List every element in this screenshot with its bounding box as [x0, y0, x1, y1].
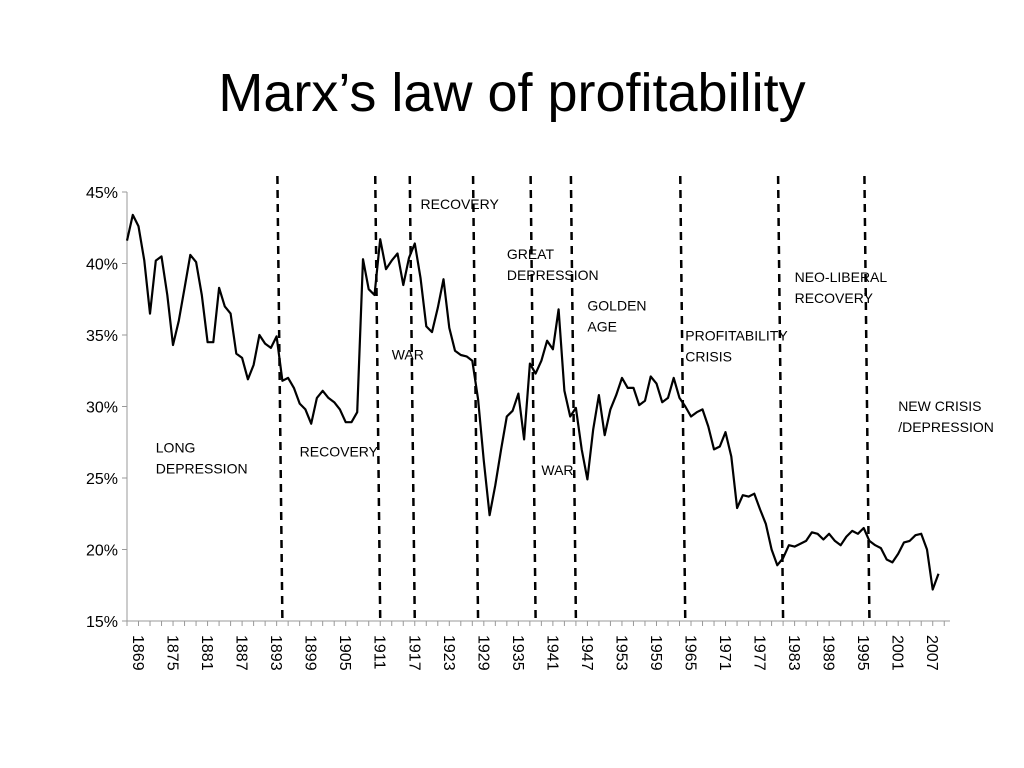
x-tick-label: 1881: [198, 635, 215, 671]
annotation-line: GREAT: [507, 246, 555, 262]
period-divider-line: [776, 175, 785, 622]
x-tick-label: 1893: [267, 635, 284, 671]
period-dividers: [276, 175, 871, 622]
period-divider-line: [679, 175, 687, 622]
period-annotation: WAR: [392, 346, 424, 362]
x-tick-label: 1887: [233, 635, 250, 671]
annotation-line: WAR: [541, 462, 573, 478]
period-annotation: GOLDEN AGE: [587, 298, 646, 335]
x-tick-label: 1917: [405, 635, 422, 671]
x-tick-label: 1935: [509, 635, 526, 671]
period-divider-line: [863, 175, 871, 622]
period-divider-line: [569, 175, 578, 622]
annotation-line: RECOVERY: [421, 196, 500, 212]
series-line: [125, 213, 940, 591]
x-tick-label: 1977: [751, 635, 768, 671]
x-tick-label: 1905: [336, 635, 353, 671]
period-annotation: WAR: [541, 462, 573, 478]
x-tick-label: 1899: [302, 635, 319, 671]
x-tick-label: 1953: [612, 635, 629, 671]
y-tick-label: 35%: [86, 328, 118, 345]
y-tick-label: 30%: [86, 400, 118, 417]
annotation-line: NEW CRISIS: [898, 398, 981, 414]
annotation-line: WAR: [392, 346, 424, 362]
y-tick-label: 45%: [86, 185, 118, 202]
x-tick-label: 2001: [889, 635, 906, 671]
x-tick-label: 1941: [543, 635, 560, 671]
period-divider-line: [276, 175, 284, 622]
x-tick-label: 2007: [923, 635, 940, 671]
period-divider-line: [471, 175, 480, 622]
period-divider-line: [529, 175, 537, 622]
annotation-line: DEPRESSION: [156, 460, 248, 476]
annotation-line: /DEPRESSION: [898, 419, 994, 435]
annotation-line: RECOVERY: [300, 444, 379, 460]
x-tick-label: 1995: [854, 635, 871, 671]
x-tick-label: 1923: [440, 635, 457, 671]
annotation-line: LONG: [156, 439, 196, 455]
period-annotation: GREAT DEPRESSION: [507, 246, 599, 283]
annotation-line: DEPRESSION: [507, 267, 599, 283]
x-tick-label: 1911: [371, 635, 388, 670]
annotation-line: RECOVERY: [795, 290, 874, 306]
chart-axes: 15% 20% 25% 30% 35% 40% 45% 1869 1875 1881 1887 189…: [86, 185, 950, 671]
x-tick-label: 1983: [785, 635, 802, 671]
annotation-line: NEO-LIBERAL: [795, 269, 888, 285]
period-annotation: RECOVERY: [421, 196, 500, 212]
y-tick-label: 15%: [86, 614, 118, 631]
x-tick-label: 1959: [647, 635, 664, 671]
page-title: Marx’s law of profitability: [218, 63, 806, 123]
period-divider-line: [373, 175, 382, 622]
x-tick-label: 1929: [474, 635, 491, 671]
annotation-line: PROFITABILITY: [685, 328, 788, 344]
x-tick-label: 1947: [578, 635, 595, 671]
period-annotation: LONG DEPRESSION: [156, 439, 248, 476]
x-tick-label: 1971: [716, 635, 733, 671]
chart-series: [125, 213, 940, 591]
period-annotation: NEW CRISIS/DEPRESSION: [898, 398, 994, 435]
period-annotation: PROFITABILITY CRISIS: [685, 328, 788, 365]
x-tick-label: 1875: [164, 635, 181, 671]
period-divider-line: [408, 175, 417, 622]
period-annotation: RECOVERY: [300, 444, 379, 460]
annotation-line: AGE: [587, 319, 617, 335]
annotation-line: CRISIS: [685, 349, 732, 365]
period-annotation: NEO-LIBERAL RECOVERY: [795, 269, 888, 306]
annotation-line: GOLDEN: [587, 298, 646, 314]
x-tick-label: 1965: [682, 635, 699, 671]
y-tick-label: 20%: [86, 543, 118, 560]
chart-annotations: LONG DEPRESSION RECOVERY WAR RECOVERY GREAT DE…: [156, 196, 994, 478]
x-tick-label: 1989: [820, 635, 837, 671]
y-tick-label: 25%: [86, 471, 118, 488]
y-tick-label: 40%: [86, 257, 118, 274]
x-tick-label: 1869: [129, 635, 146, 671]
